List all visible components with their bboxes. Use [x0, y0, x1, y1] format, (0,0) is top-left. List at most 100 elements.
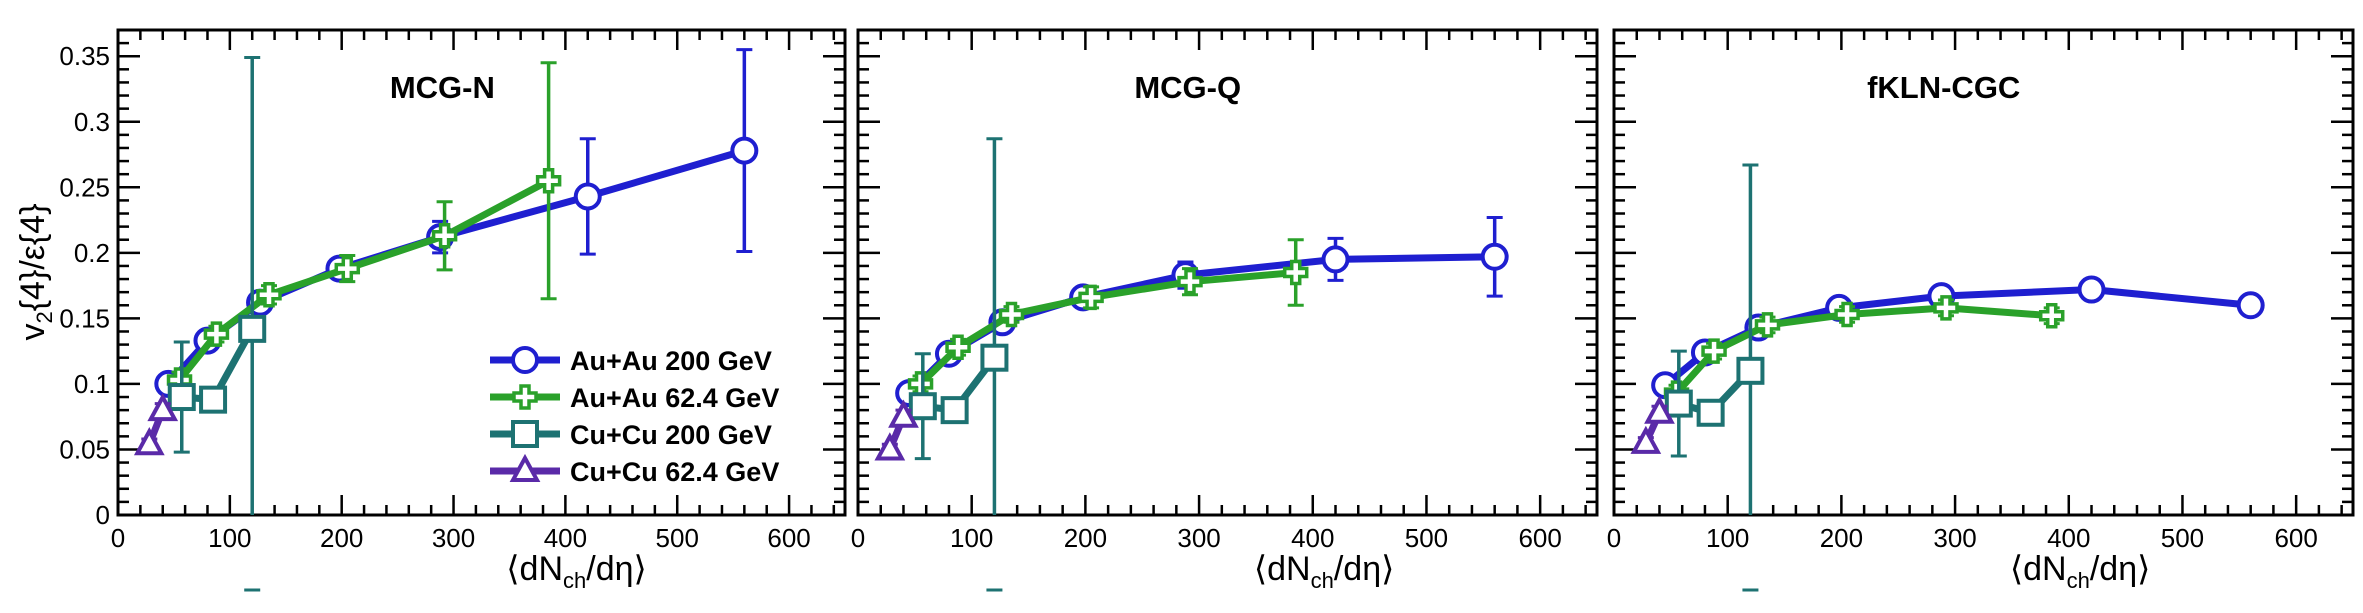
series-cucu200 [908, 137, 1009, 515]
legend-label: Cu+Cu 62.4 GeV [570, 457, 779, 487]
y-tick-label: 0.35 [59, 41, 110, 71]
series-line [176, 177, 551, 383]
x-axis-label: ⟨dNch/dη⟩ [2010, 550, 2151, 593]
series-line [918, 269, 1297, 387]
data-point [1321, 245, 1350, 274]
data-point [2077, 275, 2106, 304]
plot-root: 0 100 200 300 400 500 600 0 0.05 0.1 0.15 0.2 0.25 0.… [14, 28, 2355, 593]
x-tick-label: 400 [1291, 523, 1334, 553]
panel-title: MCG-N [390, 70, 495, 105]
data-point [573, 182, 602, 211]
legend-marker [512, 384, 538, 410]
data-point [1754, 312, 1781, 338]
data-point [167, 383, 196, 412]
panel-frame [116, 28, 847, 517]
x-tick-label: 100 [1706, 523, 1749, 553]
x-tick-label: 500 [2161, 523, 2204, 553]
y-tick-label: 0.2 [74, 238, 110, 268]
data-point [334, 255, 361, 282]
x-tick-label: 100 [950, 523, 993, 553]
legend-marker [511, 346, 539, 374]
x-tick-label: 300 [432, 523, 475, 553]
data-point [147, 392, 179, 422]
data-point [940, 396, 969, 425]
data-point [1078, 284, 1104, 311]
series-cucu200 [167, 56, 267, 515]
panel-title: fKLN-CGC [1867, 70, 2020, 105]
y-tick-label: 0.1 [74, 369, 110, 399]
series-cucu62 [874, 399, 919, 461]
panel-2: 0 100 200 300 400 500 600 MCG-Q ⟨dNch/dη⟩ [851, 28, 1599, 593]
data-point [2038, 303, 2065, 329]
legend-label: Au+Au 200 GeV [570, 346, 772, 376]
data-point [1480, 242, 1509, 271]
data-point [1696, 398, 1725, 427]
data-point [256, 282, 282, 308]
series-auau62 [166, 61, 562, 393]
panel-3: 0 100 200 300 400 500 600 fKLN-CGC ⟨dNch/dη⟩ [1607, 28, 2355, 593]
panel-frame [856, 28, 1599, 517]
panel-frame [1612, 28, 2355, 517]
y-tick-label: 0.15 [59, 303, 110, 333]
series-auau62 [907, 238, 1309, 397]
y-tick-label: 0 [96, 500, 110, 530]
x-tick-label: 100 [208, 523, 251, 553]
data-point [945, 334, 971, 360]
x-tick-label: 0 [1607, 523, 1621, 553]
series-cucu200 [1664, 163, 1765, 515]
x-tick-label: 300 [1177, 523, 1220, 553]
data-point [1177, 268, 1203, 295]
panel-1: 0 100 200 300 400 500 600 0 0.05 0.1 0.15 0.2 0.25 0.… [59, 28, 847, 593]
data-point [1736, 356, 1765, 385]
series-cucu62 [133, 392, 179, 456]
data-point [1644, 395, 1675, 424]
data-point [1282, 259, 1309, 286]
x-tick-label: 200 [1820, 523, 1863, 553]
x-tick-label: 200 [1064, 523, 1107, 553]
x-tick-label: 600 [767, 523, 810, 553]
x-axis-label: ⟨dNch/dη⟩ [1254, 550, 1395, 593]
x-axis-label: ⟨dNch/dη⟩ [506, 550, 647, 593]
y-axis-label: v2{4}/ε{4} [14, 203, 57, 340]
x-tick-label: 500 [1405, 523, 1448, 553]
panel-title: MCG-Q [1134, 70, 1241, 105]
data-point [730, 136, 759, 165]
x-tick-label: 200 [320, 523, 363, 553]
y-tick-label: 0.3 [74, 107, 110, 137]
data-point [874, 432, 906, 461]
legend-label: Au+Au 62.4 GeV [570, 383, 779, 413]
data-point [133, 427, 165, 456]
series-auau62 [1663, 295, 2065, 406]
x-tick-label: 0 [111, 523, 125, 553]
data-point [238, 314, 267, 343]
data-point [1933, 295, 1959, 321]
x-tick-label: 400 [544, 523, 587, 553]
x-tick-label: 0 [851, 523, 865, 553]
series-auau200 [895, 215, 1509, 408]
data-point [199, 385, 228, 414]
data-point [203, 321, 230, 347]
y-tick-label: 0.25 [59, 172, 110, 202]
legend-label: Cu+Cu 200 GeV [570, 420, 772, 450]
data-point [1630, 425, 1662, 454]
x-tick-label: 400 [2047, 523, 2090, 553]
x-tick-label: 500 [656, 523, 699, 553]
data-point [2236, 291, 2265, 320]
data-point [908, 392, 937, 421]
data-point [431, 223, 458, 249]
data-point [998, 301, 1025, 328]
legend-marker [509, 453, 541, 482]
data-point [1664, 389, 1693, 418]
data-point [535, 167, 562, 194]
data-point [888, 399, 919, 428]
x-tick-label: 600 [2274, 523, 2317, 553]
series-cucu62 [1630, 395, 1675, 454]
legend-marker [511, 420, 539, 448]
x-tick-label: 600 [1518, 523, 1561, 553]
legend: Au+Au 200 GeV Au+Au 62.4 GeV Cu+Cu 200 GeV… [490, 346, 779, 487]
data-point [980, 343, 1009, 372]
series-line [1673, 304, 2052, 396]
data-point [1701, 338, 1727, 364]
y-tick-label: 0.05 [59, 434, 110, 464]
